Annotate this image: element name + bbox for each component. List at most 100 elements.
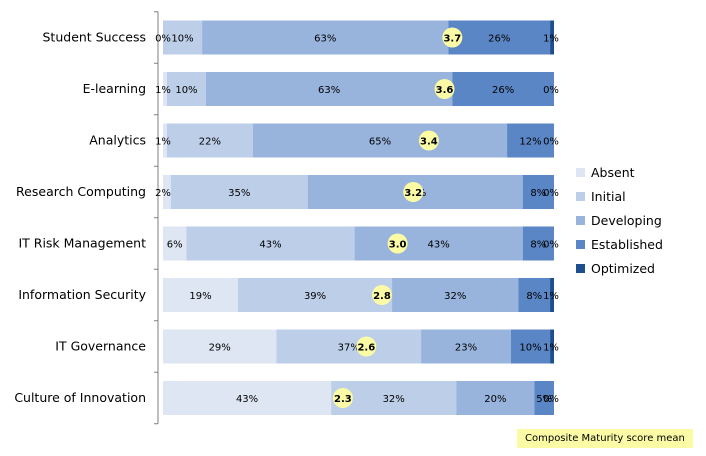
mean-marker-culture-of-innovation xyxy=(332,388,353,408)
data-label-student-success-absent: 0% xyxy=(155,34,171,45)
data-label-it-risk-management-optimized: 0% xyxy=(543,240,559,251)
legend-item-established: Established xyxy=(576,232,663,256)
legend-label-initial: Initial xyxy=(591,188,626,204)
bar-it-governance-absent xyxy=(163,329,277,364)
category-label-culture-of-innovation: Culture of Innovation xyxy=(14,390,146,405)
data-label-information-security-established: 8% xyxy=(526,291,542,302)
legend-swatch-developing xyxy=(576,215,585,225)
data-label-it-risk-management-established: 8% xyxy=(530,240,546,251)
data-label-e-learning-established: 26% xyxy=(492,85,514,96)
bar-information-security-absent xyxy=(163,278,239,312)
data-label-student-success-established: 26% xyxy=(488,34,510,45)
bar-it-governance-developing xyxy=(421,329,511,364)
data-label-e-learning-developing: 63% xyxy=(318,85,340,96)
data-label-it-risk-management-developing: 43% xyxy=(428,240,450,251)
data-label-research-computing-initial: 35% xyxy=(228,188,250,199)
mean-label-student-success: 3.7 xyxy=(443,34,461,45)
bar-it-governance-initial xyxy=(276,329,422,364)
bar-research-computing-absent xyxy=(163,175,171,209)
bar-information-security-optimized xyxy=(550,278,554,312)
data-label-culture-of-innovation-established: 5% xyxy=(536,394,552,405)
bar-e-learning-established xyxy=(452,72,554,106)
legend-swatch-established xyxy=(576,239,585,249)
data-label-culture-of-innovation-optimized: 0% xyxy=(543,394,559,405)
bar-culture-of-innovation-established xyxy=(534,381,554,415)
category-label-e-learning: E-learning xyxy=(83,81,146,96)
mean-score-note: Composite Maturity score mean xyxy=(517,429,693,448)
data-label-information-security-initial: 39% xyxy=(304,291,326,302)
category-label-student-success: Student Success xyxy=(43,30,147,45)
legend-label-optimized: Optimized xyxy=(591,260,655,276)
bar-student-success-optimized xyxy=(550,20,554,55)
data-label-research-computing-optimized: 0% xyxy=(543,188,559,199)
bar-it-risk-management-absent xyxy=(163,226,187,261)
data-label-culture-of-innovation-developing: 20% xyxy=(484,394,506,405)
category-label-it-governance: IT Governance xyxy=(55,339,146,354)
data-label-e-learning-absent: 1% xyxy=(155,85,171,96)
mean-label-it-governance: 2.6 xyxy=(357,343,375,354)
mean-marker-research-computing xyxy=(403,182,424,202)
data-label-analytics-initial: 22% xyxy=(199,137,221,148)
legend-item-absent: Absent xyxy=(576,160,663,184)
legend-swatch-initial xyxy=(576,191,585,201)
legend-item-optimized: Optimized xyxy=(576,256,663,280)
data-label-it-risk-management-initial: 43% xyxy=(259,240,281,251)
legend-label-established: Established xyxy=(591,236,663,252)
data-label-information-security-absent: 19% xyxy=(189,291,211,302)
bar-research-computing-established xyxy=(522,175,554,209)
mean-marker-e-learning xyxy=(434,79,455,99)
bar-e-learning-initial xyxy=(166,72,207,106)
legend-swatch-optimized xyxy=(576,263,585,273)
bar-it-risk-management-initial xyxy=(186,226,355,261)
category-label-information-security: Information Security xyxy=(18,287,146,302)
bar-it-governance-established xyxy=(510,329,551,364)
mean-label-information-security: 2.8 xyxy=(373,291,391,302)
bar-e-learning-absent xyxy=(163,72,167,106)
mean-label-culture-of-innovation: 2.3 xyxy=(334,394,352,405)
bar-student-success-initial xyxy=(163,20,203,55)
bar-information-security-established xyxy=(518,278,551,312)
data-label-student-success-developing: 63% xyxy=(314,34,336,45)
data-label-it-risk-management-absent: 6% xyxy=(167,240,183,251)
bar-analytics-developing xyxy=(252,123,508,158)
data-label-it-governance-initial: 37% xyxy=(338,343,360,354)
mean-label-research-computing: 3.2 xyxy=(404,188,422,199)
data-label-student-success-optimized: 1% xyxy=(543,34,559,45)
category-label-analytics: Analytics xyxy=(89,133,146,148)
mean-label-analytics: 3.4 xyxy=(420,137,438,148)
data-label-it-governance-developing: 23% xyxy=(455,343,477,354)
data-label-analytics-optimized: 0% xyxy=(543,137,559,148)
data-label-analytics-established: 12% xyxy=(519,137,541,148)
mean-label-e-learning: 3.6 xyxy=(436,85,454,96)
bar-it-risk-management-developing xyxy=(354,226,523,261)
mean-marker-student-success xyxy=(442,27,463,48)
bar-information-security-developing xyxy=(392,278,519,312)
data-label-student-success-initial: 10% xyxy=(171,34,193,45)
category-label-it-risk-management: IT Risk Management xyxy=(18,236,146,251)
bar-e-learning-developing xyxy=(206,72,453,106)
mean-label-it-risk-management: 3.0 xyxy=(389,240,407,251)
mean-marker-it-governance xyxy=(356,336,377,357)
bar-research-computing-initial xyxy=(170,175,308,209)
data-label-it-governance-established: 10% xyxy=(519,343,541,354)
bar-analytics-initial xyxy=(166,123,253,158)
data-label-research-computing-absent: 2% xyxy=(155,188,171,199)
bar-analytics-absent xyxy=(163,123,167,158)
data-label-it-governance-optimized: 1% xyxy=(543,343,559,354)
mean-marker-information-security xyxy=(371,285,392,305)
category-label-research-computing: Research Computing xyxy=(16,184,146,199)
bar-student-success-established xyxy=(448,20,551,55)
legend-swatch-absent xyxy=(576,167,585,177)
data-label-information-security-optimized: 1% xyxy=(543,291,559,302)
legend-label-absent: Absent xyxy=(591,164,635,180)
data-label-culture-of-innovation-initial: 32% xyxy=(383,394,405,405)
bar-student-success-developing xyxy=(202,20,449,55)
data-label-culture-of-innovation-absent: 43% xyxy=(236,394,258,405)
bar-analytics-established xyxy=(507,123,554,158)
bar-it-governance-optimized xyxy=(550,329,554,364)
bar-information-security-initial xyxy=(238,278,393,312)
mean-marker-analytics xyxy=(418,130,439,151)
data-label-research-computing-established: 8% xyxy=(530,188,546,199)
bar-culture-of-innovation-developing xyxy=(456,381,535,415)
